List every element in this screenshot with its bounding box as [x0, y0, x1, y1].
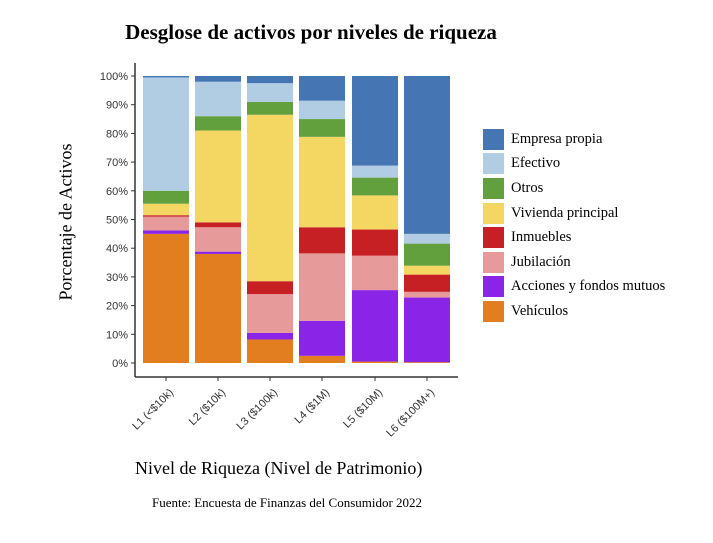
legend-label: Vehículos [511, 302, 569, 319]
bar-segment [299, 227, 345, 254]
bar-segment [352, 195, 398, 230]
bar-segment [247, 339, 293, 363]
bar-segment [299, 136, 345, 228]
x-axis-label: Nivel de Riqueza (Nivel de Patrimonio) [135, 458, 423, 478]
bar-segment [299, 253, 345, 321]
legend-item: Otros [483, 176, 665, 201]
bar-segment [352, 361, 398, 363]
bar-segment [404, 76, 450, 234]
bar-segment [404, 265, 450, 275]
legend-label: Inmuebles [511, 229, 572, 246]
x-tick-label: L1 (<$10k) [130, 387, 176, 433]
y-tick-label: 40% [106, 243, 128, 255]
y-tick-label: 90% [106, 100, 128, 112]
bar-segment [352, 255, 398, 291]
x-tick-label: L3 ($100k) [234, 387, 280, 433]
legend-item: Inmuebles [483, 225, 665, 250]
y-tick-label: 70% [106, 157, 128, 169]
legend-item: Jubilación [483, 250, 665, 275]
legend-item: Empresa propia [483, 127, 665, 152]
legend: Empresa propia Efectivo Otros Vivienda prin… [483, 127, 665, 324]
bar-segment [195, 116, 241, 131]
bar-segment [143, 77, 189, 191]
source-note: Fuente: Encuesta de Finanzas del Consumi… [152, 495, 423, 510]
bar-segment [143, 190, 189, 204]
bar-segment [404, 291, 450, 298]
bar-segment [299, 355, 345, 363]
legend-swatch [483, 153, 504, 175]
x-tick-label: L5 ($10M) [341, 387, 385, 431]
bar-segment [247, 294, 293, 333]
legend-swatch [483, 300, 504, 322]
bar-segment [143, 203, 189, 216]
legend-label: Acciones y fondos mutuos [511, 278, 666, 295]
bar-segment [352, 177, 398, 196]
y-tick-label: 100% [100, 71, 128, 83]
bar-segment [195, 130, 241, 223]
legend-item: Acciones y fondos mutuos [483, 275, 665, 300]
legend-label: Jubilación [511, 253, 571, 270]
x-tick-label: L4 ($1M) [293, 387, 333, 427]
legend-label: Otros [511, 179, 544, 196]
bar-segment [299, 320, 345, 356]
legend-label: Empresa propia [511, 130, 603, 147]
bar-segment [195, 76, 241, 82]
legend-label: Efectivo [511, 155, 561, 172]
bar-segment [195, 253, 241, 363]
legend-swatch [483, 251, 504, 273]
bar-segment [247, 281, 293, 295]
bar-segment [247, 114, 293, 282]
bar-segment [195, 227, 241, 252]
legend-swatch [483, 227, 504, 249]
bar-segment [247, 332, 293, 340]
bar-segment [247, 76, 293, 84]
bar-segment [352, 76, 398, 166]
bar-segment [404, 362, 450, 363]
bar-segment [352, 165, 398, 178]
bar-segment [143, 230, 189, 234]
legend-item: Efectivo [483, 152, 665, 177]
bar-segment [143, 216, 189, 231]
bar-segment [404, 243, 450, 266]
legend-item: Vehículos [483, 299, 665, 324]
legend-swatch [483, 276, 504, 298]
bar-segment [195, 251, 241, 254]
chart-title: Desglose de activos por niveles de rique… [125, 20, 497, 44]
bar-segment [299, 119, 345, 137]
y-tick-label: 50% [106, 215, 128, 227]
y-tick-label: 80% [106, 128, 128, 140]
bar-segment [299, 100, 345, 120]
legend-item: Vivienda principal [483, 201, 665, 226]
bar-segment [143, 76, 189, 78]
legend-label: Vivienda principal [511, 204, 619, 221]
bar-segment [352, 229, 398, 256]
y-tick-label: 60% [106, 186, 128, 198]
bar-segment [299, 76, 345, 101]
bar-segment [247, 101, 293, 115]
bar-segment [404, 274, 450, 292]
bar-segment [352, 290, 398, 362]
y-tick-label: 0% [112, 358, 128, 370]
bar-segment [195, 222, 241, 228]
x-tick-label: L2 ($10k) [187, 387, 228, 428]
y-tick-label: 10% [106, 329, 128, 341]
x-tick-label: L6 ($100M+) [384, 387, 437, 440]
bar-segment [195, 81, 241, 117]
bar-segment [143, 215, 189, 217]
bar-segment [143, 233, 189, 363]
bar-segment [404, 233, 450, 244]
y-tick-label: 20% [106, 301, 128, 313]
legend-swatch [483, 177, 504, 199]
legend-swatch [483, 202, 504, 224]
y-tick-label: 30% [106, 272, 128, 284]
bar-segment [404, 297, 450, 363]
legend-swatch [483, 128, 504, 150]
bar-segment [247, 83, 293, 102]
